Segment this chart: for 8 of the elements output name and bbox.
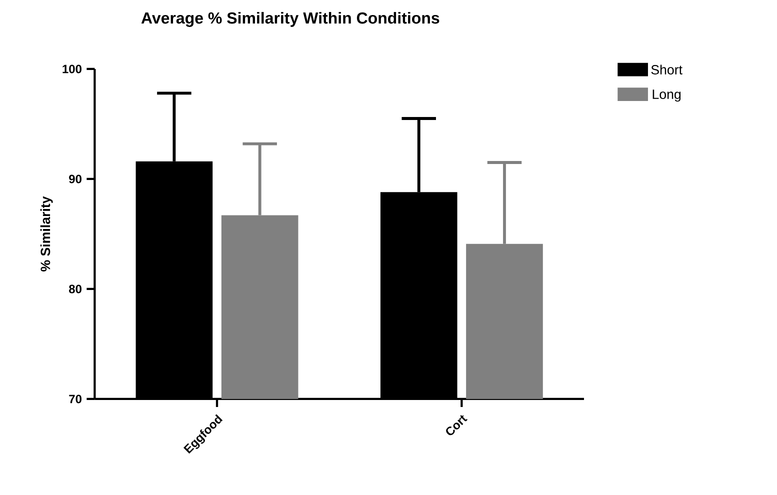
y-tick-label: 100 — [62, 64, 82, 74]
chart-title: Average % Similarity Within Conditions — [141, 12, 440, 27]
y-tick-label: 80 — [68, 284, 82, 294]
y-axis-title: % Similarity — [40, 196, 53, 272]
y-tick-label: 90 — [69, 174, 82, 184]
legend-label: Long — [652, 90, 681, 102]
y-tick-label: 70 — [69, 394, 82, 404]
legend-label: Short — [651, 64, 682, 74]
